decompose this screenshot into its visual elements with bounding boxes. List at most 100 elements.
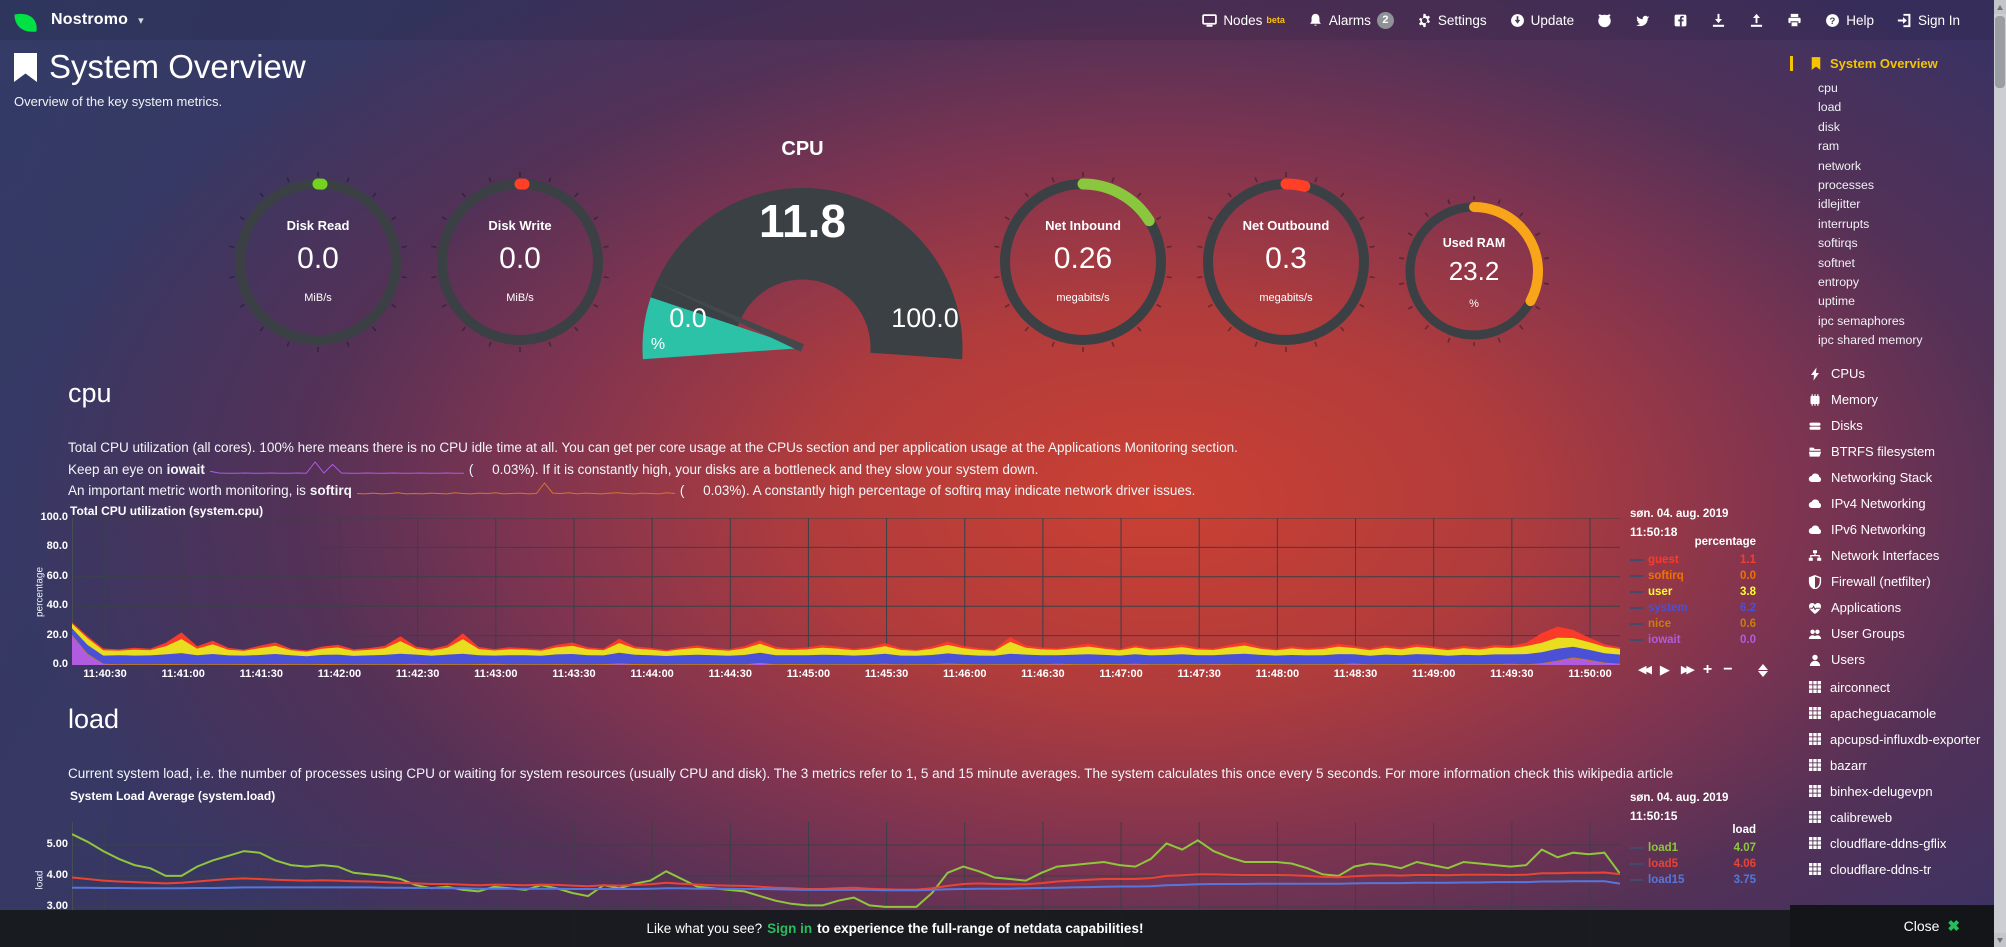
- legend-row-system[interactable]: system 6.2: [1630, 600, 1756, 616]
- gauge-used-ram[interactable]: Used RAM 23.2%: [1399, 195, 1549, 347]
- gauge-disk-write[interactable]: Disk Write 0.0 MiB/s: [430, 172, 610, 352]
- nav-alarms[interactable]: Alarms 2: [1308, 11, 1394, 29]
- scroll-up-arrow[interactable]: [1994, 0, 2006, 14]
- y-tick: 80.0: [46, 540, 68, 553]
- sidebar-section-firewall-netfilter-[interactable]: Firewall (netfilter): [1790, 569, 1994, 595]
- nav-download[interactable]: [1711, 12, 1726, 28]
- sidebar-item-disk[interactable]: disk: [1818, 119, 1840, 134]
- legend-row-load5[interactable]: load5 4.06: [1630, 856, 1756, 872]
- sidebar-item-idlejitter[interactable]: idlejitter: [1818, 197, 1861, 212]
- sidebar-item-ram[interactable]: ram: [1818, 139, 1840, 154]
- zoom-in-button[interactable]: +: [1702, 661, 1713, 678]
- sidebar-item-ipc-semaphores[interactable]: ipc semaphores: [1818, 313, 1905, 328]
- legend-row-nice[interactable]: nice 0.6: [1630, 616, 1756, 632]
- sidebar-app-bazarr[interactable]: bazarr: [1790, 753, 1994, 779]
- x-tick: 11:42:00: [317, 668, 362, 680]
- sidebar-item-interrupts[interactable]: interrupts: [1818, 216, 1870, 231]
- nav-upload[interactable]: [1749, 12, 1764, 28]
- legend-row-guest[interactable]: guest 1.1: [1630, 552, 1756, 568]
- play-button[interactable]: ▶: [1659, 662, 1670, 677]
- legend-value: 0.0: [1740, 634, 1756, 646]
- sidebar-item-load[interactable]: load: [1818, 100, 1842, 115]
- sidebar-section-user-groups[interactable]: User Groups: [1790, 621, 1994, 647]
- sidebar-item-system-overview[interactable]: System Overview: [1790, 56, 1994, 71]
- memory-icon: [1810, 393, 1820, 406]
- sidebar-section-users[interactable]: Users: [1790, 647, 1994, 673]
- sidebar-app-calibreweb[interactable]: calibreweb: [1790, 805, 1994, 831]
- zoom-out-button[interactable]: −: [1723, 661, 1733, 678]
- scroll-down-arrow[interactable]: [1994, 933, 2006, 947]
- sidebar-section-memory[interactable]: Memory: [1790, 387, 1994, 413]
- gauge-ring: [1399, 195, 1549, 347]
- gauge-net-inbound[interactable]: Net Inbound 0.26 megabits/s: [993, 172, 1173, 352]
- close-icon[interactable]: ✖: [1947, 918, 1960, 935]
- gauge-disk-read[interactable]: Disk Read 0.0 MiB/s: [228, 172, 408, 352]
- sidebar-app-apacheguacamole[interactable]: apacheguacamole: [1790, 701, 1994, 727]
- legend-line-sample: [1630, 607, 1643, 609]
- sidebar-item-cpu[interactable]: cpu: [1818, 81, 1838, 95]
- grid-icon: [1809, 836, 1821, 849]
- nav-github[interactable]: [1597, 12, 1612, 28]
- legend-name: load5: [1648, 858, 1679, 870]
- gauge-cpu[interactable]: CPU 11.8 0.0 100.0 %: [630, 138, 975, 373]
- nav-settings[interactable]: Settings: [1417, 12, 1487, 29]
- legend-units-header: percentage: [1694, 536, 1756, 548]
- sidebar-section-applications[interactable]: Applications: [1790, 595, 1994, 621]
- legend-line-sample: [1630, 575, 1643, 577]
- close-label[interactable]: Close: [1903, 918, 1940, 934]
- legend-line-sample: [1630, 863, 1643, 865]
- sidebar-app-airconnect[interactable]: airconnect: [1790, 675, 1994, 701]
- nav-nodes[interactable]: Nodes beta: [1202, 12, 1285, 29]
- shield-icon: [1808, 574, 1822, 589]
- sidebar-section-ipv6-networking[interactable]: IPv6 Networking: [1790, 517, 1994, 543]
- sidebar-section-networking-stack[interactable]: Networking Stack: [1790, 465, 1994, 491]
- sidebar-item-processes[interactable]: processes: [1818, 178, 1875, 193]
- sidebar-section-cpus[interactable]: CPUs: [1790, 361, 1994, 387]
- sidebar-item-network[interactable]: network: [1818, 158, 1862, 173]
- sidebar-item-softnet[interactable]: softnet: [1818, 255, 1855, 270]
- nav-help[interactable]: ? Help: [1825, 12, 1874, 29]
- sidebar-app-apcupsd-influxdb-exporter[interactable]: apcupsd-influxdb-exporter: [1790, 727, 1994, 753]
- sidebar-item-ipc-shared-memory[interactable]: ipc shared memory: [1818, 333, 1923, 348]
- cpu-chart-plot[interactable]: [72, 517, 1620, 670]
- sidebar-section-btrfs-filesystem[interactable]: BTRFS filesystem: [1790, 439, 1994, 465]
- grid-icon: [1809, 732, 1821, 745]
- gauge-net-outbound[interactable]: Net Outbound 0.3 megabits/s: [1196, 172, 1376, 352]
- sidebar-item-entropy[interactable]: entropy: [1818, 275, 1860, 290]
- softirq-term: softirq: [309, 482, 352, 498]
- page-header: System Overview Overview of the key syst…: [14, 48, 306, 109]
- nav-sign-in[interactable]: Sign In: [1897, 12, 1960, 29]
- sidebar-item-softirqs[interactable]: softirqs: [1818, 236, 1858, 251]
- node-switcher[interactable]: Nostromo ▾: [12, 7, 144, 34]
- load-chart-legend: load load1 4.07 load5 4.06 load15 3.75: [1630, 824, 1756, 888]
- nav-update[interactable]: Update: [1510, 12, 1574, 29]
- sidebar-section-disks[interactable]: Disks: [1790, 413, 1994, 439]
- legend-value: 1.1: [1740, 554, 1756, 566]
- y-tick: 4.00: [46, 868, 68, 881]
- iowait-sparkline: [209, 461, 464, 474]
- cpu-chart-canvas[interactable]: [72, 517, 1620, 666]
- sidebar-app-cloudflare-ddns-gflix[interactable]: cloudflare-ddns-gflix: [1790, 831, 1994, 857]
- nav-print[interactable]: [1787, 12, 1802, 28]
- sidebar-app-binhex-delugevpn[interactable]: binhex-delugevpn: [1790, 779, 1994, 805]
- sidebar-section-network-interfaces[interactable]: Network Interfaces: [1790, 543, 1994, 569]
- nav-facebook[interactable]: [1673, 12, 1688, 28]
- scrollbar-thumb[interactable]: [1995, 16, 2005, 88]
- sidebar-section-ipv4-networking[interactable]: IPv4 Networking: [1790, 491, 1994, 517]
- legend-row-iowait[interactable]: iowait 0.0: [1630, 632, 1756, 648]
- resize-handle-icon[interactable]: [1757, 663, 1768, 677]
- fast-forward-button[interactable]: ▶▶: [1680, 664, 1695, 676]
- signin-link[interactable]: Sign in: [767, 921, 813, 936]
- rewind-button[interactable]: ◀◀: [1638, 664, 1652, 676]
- sidebar-item-uptime[interactable]: uptime: [1818, 294, 1855, 309]
- legend-name: iowait: [1648, 634, 1681, 646]
- x-tick: 11:47:00: [1099, 668, 1143, 680]
- nav-twitter[interactable]: [1635, 12, 1650, 28]
- legend-row-softirq[interactable]: softirq 0.0: [1630, 568, 1756, 584]
- legend-row-load15[interactable]: load15 3.75: [1630, 872, 1756, 888]
- legend-row-load1[interactable]: load1 4.07: [1630, 840, 1756, 856]
- cloud-icon: [1808, 525, 1822, 534]
- legend-row-user[interactable]: user 3.8: [1630, 584, 1756, 600]
- scrollbar[interactable]: [1994, 0, 2006, 947]
- sidebar-app-cloudflare-ddns-tr[interactable]: cloudflare-ddns-tr: [1790, 857, 1994, 883]
